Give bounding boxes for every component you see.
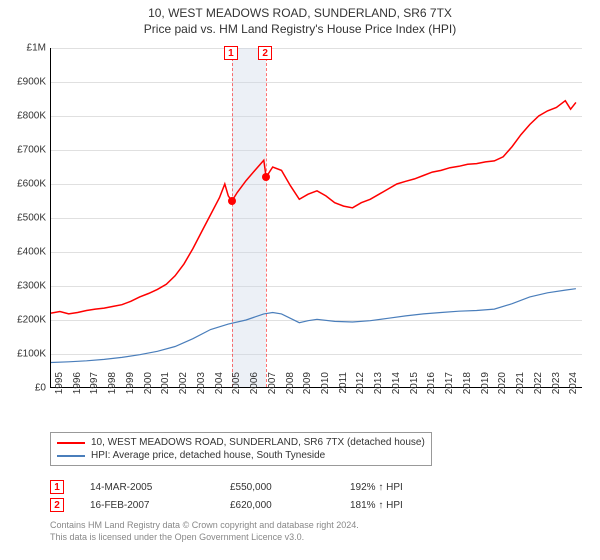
xtick-label: 1998 bbox=[107, 372, 118, 412]
xtick-label: 2018 bbox=[462, 372, 473, 412]
sale-row-marker: 2 bbox=[50, 498, 64, 512]
sale-row-marker: 1 bbox=[50, 480, 64, 494]
footer-line2: This data is licensed under the Open Gov… bbox=[50, 532, 359, 544]
xtick-label: 2002 bbox=[178, 372, 189, 412]
chart-container: 10, WEST MEADOWS ROAD, SUNDERLAND, SR6 7… bbox=[0, 0, 600, 560]
sale-dot bbox=[262, 173, 270, 181]
xtick-label: 2013 bbox=[373, 372, 384, 412]
title-subtitle: Price paid vs. HM Land Registry's House … bbox=[0, 22, 600, 36]
xtick-label: 2001 bbox=[160, 372, 171, 412]
ytick-label: £700K bbox=[17, 145, 46, 156]
xtick-label: 2021 bbox=[515, 372, 526, 412]
ytick-label: £800K bbox=[17, 111, 46, 122]
xtick-label: 2011 bbox=[338, 372, 349, 412]
sale-price: £620,000 bbox=[230, 500, 350, 511]
xtick-label: 2012 bbox=[355, 372, 366, 412]
xtick-label: 2008 bbox=[285, 372, 296, 412]
legend-label: 10, WEST MEADOWS ROAD, SUNDERLAND, SR6 7… bbox=[91, 437, 425, 448]
legend-swatch bbox=[57, 455, 85, 457]
legend-box: 10, WEST MEADOWS ROAD, SUNDERLAND, SR6 7… bbox=[50, 432, 432, 466]
xtick-label: 2014 bbox=[391, 372, 402, 412]
footer-attribution: Contains HM Land Registry data © Crown c… bbox=[50, 520, 359, 543]
footer-line1: Contains HM Land Registry data © Crown c… bbox=[50, 520, 359, 532]
xtick-label: 2023 bbox=[551, 372, 562, 412]
ytick-label: £0 bbox=[35, 383, 46, 394]
sale-price: £550,000 bbox=[230, 482, 350, 493]
ytick-label: £100K bbox=[17, 349, 46, 360]
xtick-label: 2015 bbox=[409, 372, 420, 412]
ytick-label: £600K bbox=[17, 179, 46, 190]
xtick-label: 1997 bbox=[89, 372, 100, 412]
series-property bbox=[51, 101, 576, 314]
xtick-label: 2003 bbox=[196, 372, 207, 412]
ytick-label: £900K bbox=[17, 77, 46, 88]
sale-row: 2 16-FEB-2007£620,000181% ↑ HPI bbox=[50, 496, 470, 514]
xtick-label: 2007 bbox=[267, 372, 278, 412]
xtick-label: 2020 bbox=[497, 372, 508, 412]
xtick-label: 1995 bbox=[54, 372, 65, 412]
series-hpi bbox=[51, 289, 576, 363]
xtick-label: 2022 bbox=[533, 372, 544, 412]
sale-date: 16-FEB-2007 bbox=[90, 500, 230, 511]
ytick-label: £400K bbox=[17, 247, 46, 258]
sale-marker-box: 1 bbox=[224, 46, 238, 60]
xtick-label: 2006 bbox=[249, 372, 260, 412]
sale-row: 1 14-MAR-2005£550,000192% ↑ HPI bbox=[50, 478, 470, 496]
legend-swatch bbox=[57, 442, 85, 444]
xtick-label: 2024 bbox=[568, 372, 579, 412]
plot-area bbox=[50, 48, 582, 388]
sale-hpi: 181% ↑ HPI bbox=[350, 500, 470, 511]
ytick-label: £500K bbox=[17, 213, 46, 224]
series-svg bbox=[51, 48, 583, 388]
xtick-label: 2005 bbox=[231, 372, 242, 412]
legend-row: 10, WEST MEADOWS ROAD, SUNDERLAND, SR6 7… bbox=[57, 437, 425, 448]
xtick-label: 1999 bbox=[125, 372, 136, 412]
legend-row: HPI: Average price, detached house, Sout… bbox=[57, 450, 425, 461]
ytick-label: £1M bbox=[27, 43, 46, 54]
xtick-label: 2016 bbox=[426, 372, 437, 412]
chart-titles: 10, WEST MEADOWS ROAD, SUNDERLAND, SR6 7… bbox=[0, 0, 600, 36]
sale-marker-box: 2 bbox=[258, 46, 272, 60]
xtick-label: 1996 bbox=[72, 372, 83, 412]
legend-label: HPI: Average price, detached house, Sout… bbox=[91, 450, 325, 461]
xtick-label: 2009 bbox=[302, 372, 313, 412]
xtick-label: 2000 bbox=[143, 372, 154, 412]
sale-date: 14-MAR-2005 bbox=[90, 482, 230, 493]
xtick-label: 2017 bbox=[444, 372, 455, 412]
sales-table: 1 14-MAR-2005£550,000192% ↑ HPI 2 16-FEB-20… bbox=[50, 478, 470, 514]
xtick-label: 2004 bbox=[214, 372, 225, 412]
ytick-label: £200K bbox=[17, 315, 46, 326]
title-address: 10, WEST MEADOWS ROAD, SUNDERLAND, SR6 7… bbox=[0, 6, 600, 20]
sale-dot bbox=[228, 197, 236, 205]
xtick-label: 2010 bbox=[320, 372, 331, 412]
ytick-label: £300K bbox=[17, 281, 46, 292]
sale-hpi: 192% ↑ HPI bbox=[350, 482, 470, 493]
xtick-label: 2019 bbox=[480, 372, 491, 412]
